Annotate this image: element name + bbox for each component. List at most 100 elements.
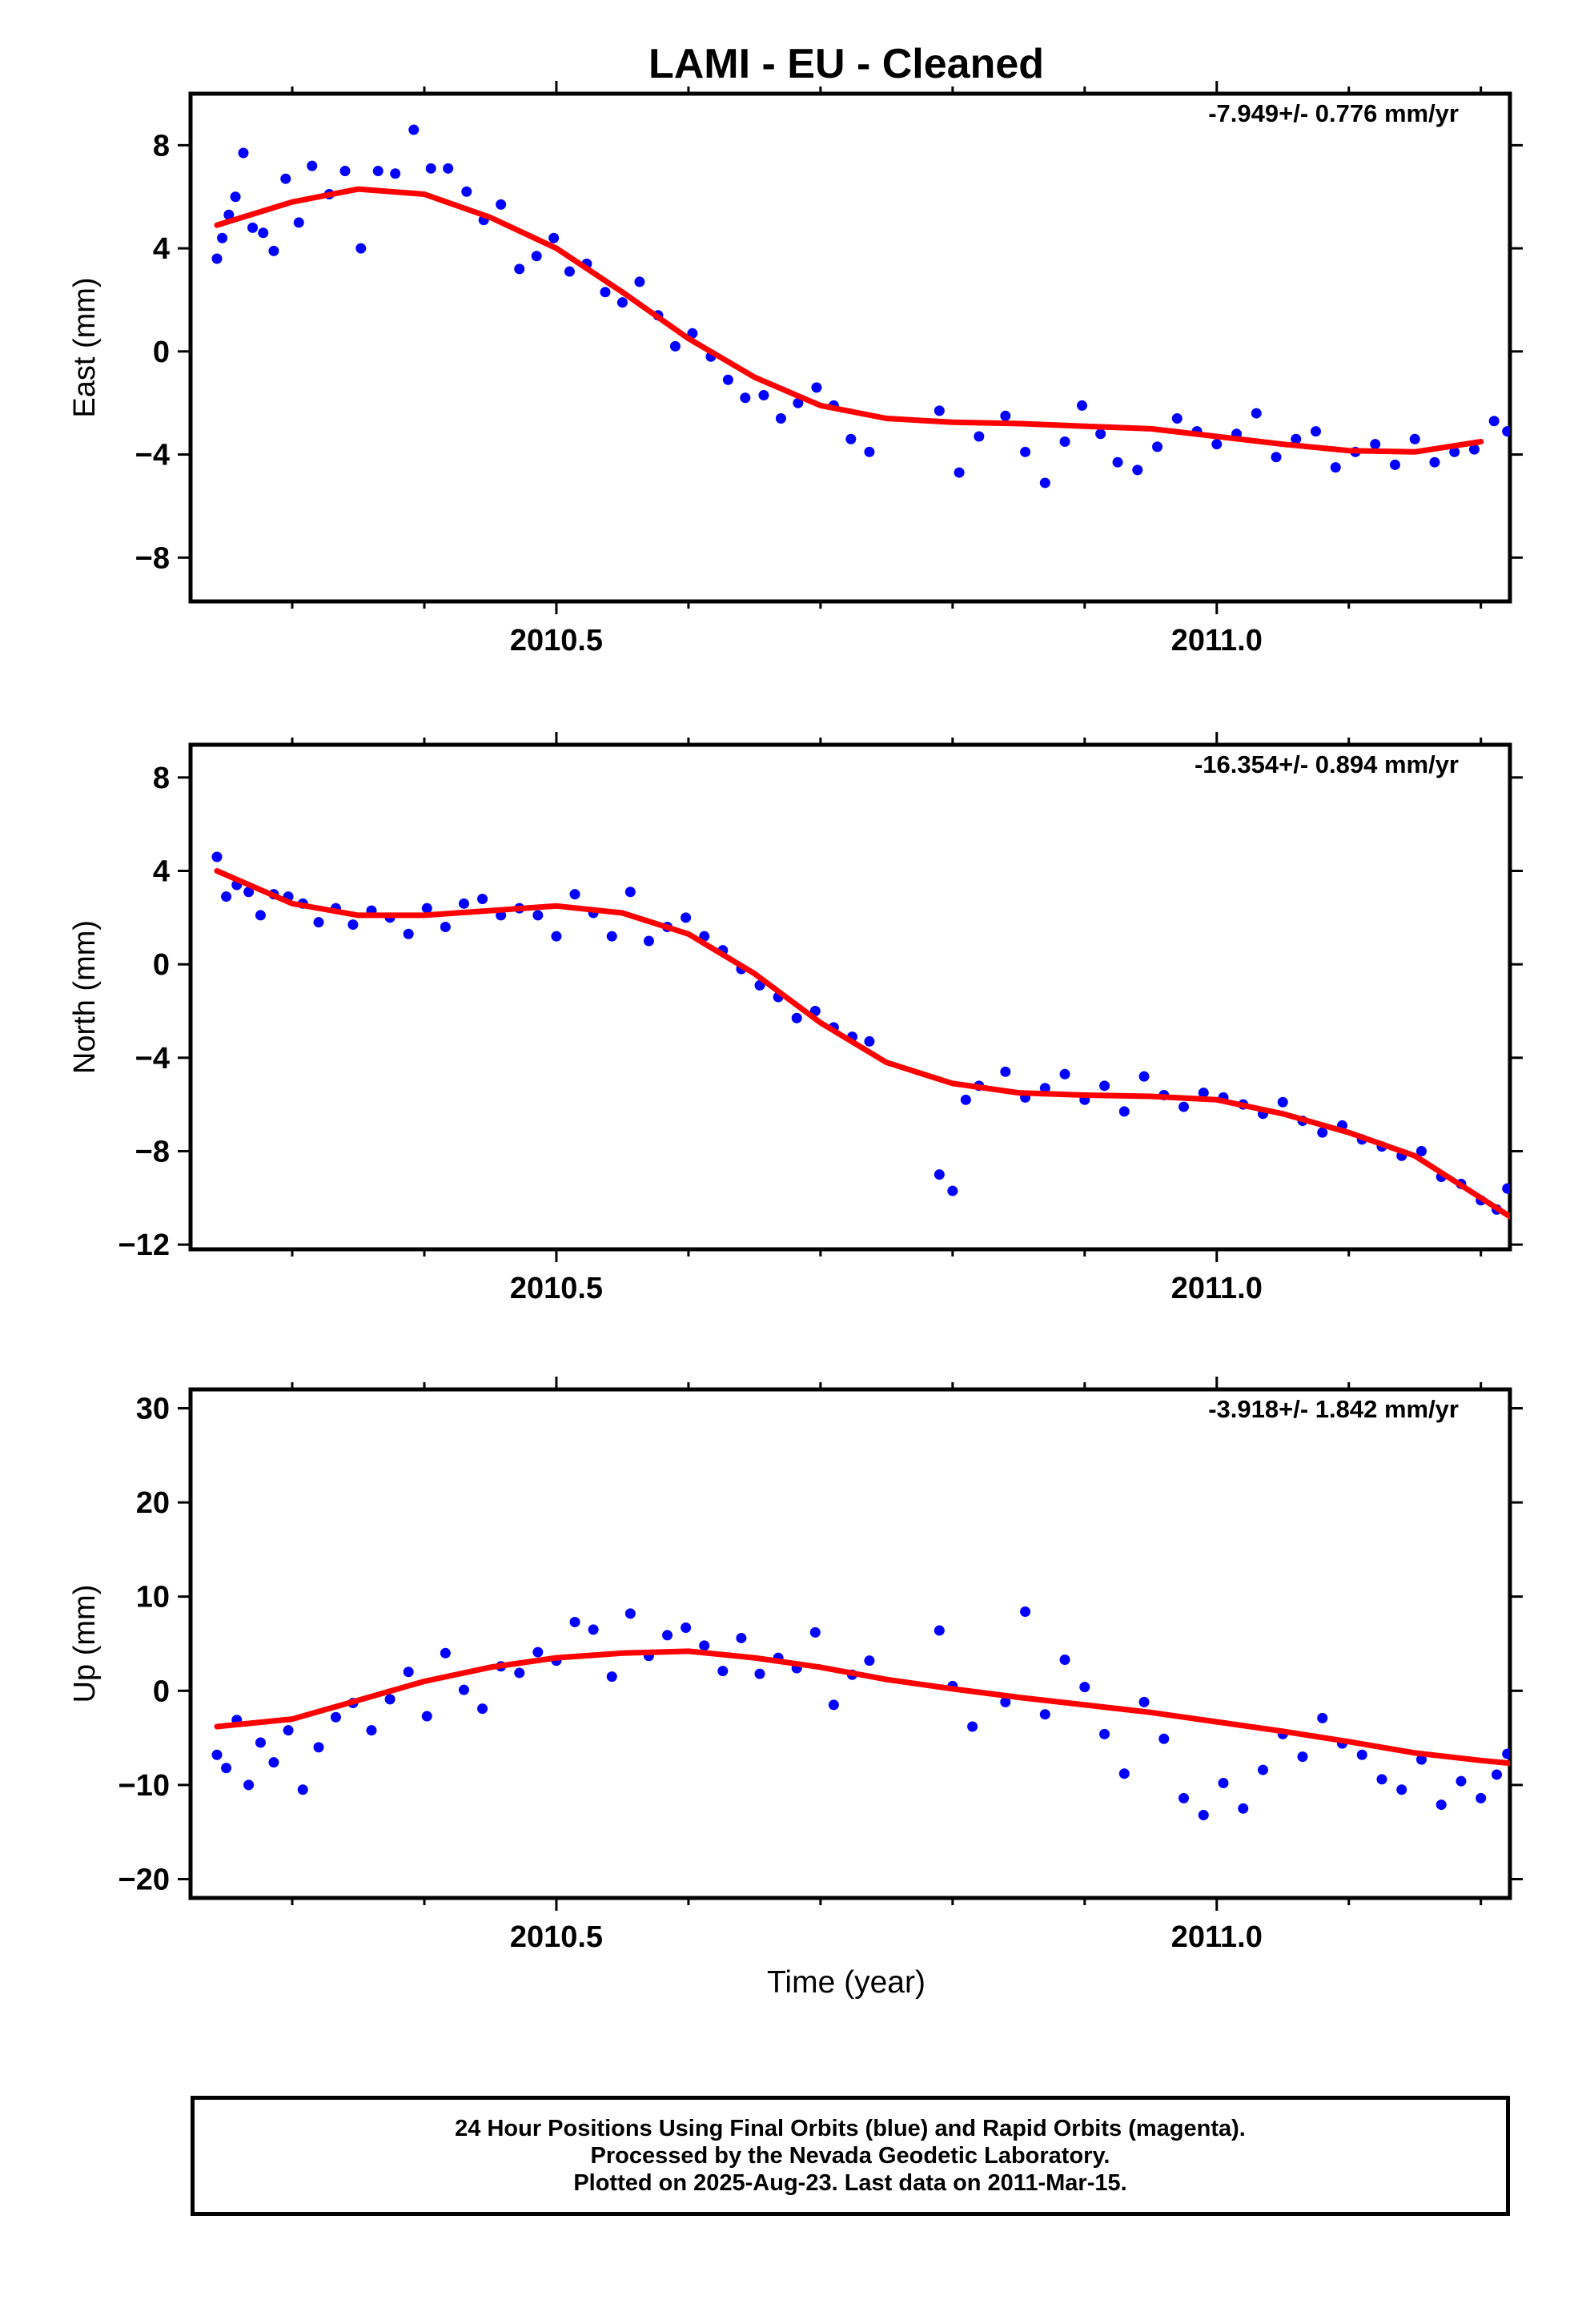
data-point (1277, 1096, 1288, 1108)
data-point (1370, 439, 1381, 450)
data-point (1415, 1146, 1427, 1156)
data-point (754, 1668, 765, 1679)
y-tick-label: 30 (136, 1393, 170, 1426)
up-panel: 2010.5 2011.0 −20 −10 0 10 20 30 Up (mm) -3.918+/… (68, 1377, 1523, 1954)
y-tick-label: −4 (135, 439, 170, 472)
data-point (681, 912, 692, 923)
data-point (458, 898, 469, 909)
data-point (548, 232, 560, 243)
data-point (1079, 1682, 1090, 1693)
data-point (662, 1630, 673, 1641)
data-point (1396, 1784, 1407, 1795)
plot-frame (188, 91, 1512, 604)
rate-annotation: -7.949+/- 0.776 mm/yr (1208, 99, 1459, 127)
data-point (1502, 1748, 1510, 1759)
data-point (461, 186, 472, 197)
data-point (606, 1671, 617, 1683)
data-point (1059, 1654, 1070, 1665)
data-point (255, 1737, 266, 1748)
data-points (211, 851, 1510, 1215)
data-point (1000, 1066, 1011, 1077)
data-point (864, 1035, 875, 1047)
data-point (339, 166, 351, 177)
data-point (211, 253, 223, 264)
data-point (740, 392, 751, 404)
y-tick-label: 4 (153, 232, 170, 266)
data-point (283, 1725, 294, 1736)
y-tick-label: 20 (136, 1486, 170, 1520)
data-point (1118, 1106, 1130, 1117)
data-point (600, 287, 611, 298)
data-point (1059, 1068, 1070, 1080)
data-point (1429, 456, 1440, 468)
data-point (1039, 1083, 1050, 1094)
data-point (934, 405, 945, 416)
data-point (403, 928, 414, 939)
data-point (791, 1012, 802, 1023)
data-point (221, 891, 232, 903)
data-point (681, 1622, 692, 1634)
data-point (440, 1647, 451, 1659)
data-point (372, 166, 383, 177)
y-tick-label: 4 (153, 855, 170, 889)
data-point (1077, 400, 1088, 411)
data-point (1251, 408, 1262, 419)
x-tick-label: 2010.5 (510, 1920, 603, 1954)
data-point (247, 222, 259, 233)
data-point (1317, 1127, 1328, 1138)
data-point (1112, 456, 1123, 468)
data-point (1415, 1754, 1427, 1765)
data-point (736, 1632, 747, 1643)
footer-line-orbits: 24 Hour Positions Using Final Orbits (bl… (455, 2116, 1246, 2141)
data-point (496, 199, 507, 210)
data-point (1238, 1803, 1249, 1814)
data-point (1178, 1101, 1190, 1112)
y-tick-label: −12 (118, 1228, 170, 1262)
data-point (514, 263, 525, 275)
data-point (366, 1725, 377, 1736)
figure-title: LAMI - EU - Cleaned (648, 41, 1044, 87)
data-point (217, 232, 228, 243)
data-point (864, 446, 875, 457)
y-axis-label: East (mm) (68, 277, 102, 417)
y-axis-label: Up (mm) (68, 1585, 102, 1703)
data-point (238, 147, 249, 159)
data-point (1291, 433, 1302, 444)
data-point (211, 851, 223, 862)
y-tick-label: 8 (153, 762, 170, 795)
data-point (421, 903, 432, 914)
data-point (313, 917, 324, 928)
data-point (634, 276, 645, 287)
plot-frame (188, 1387, 1512, 1900)
data-point (1118, 1768, 1130, 1779)
data-point (531, 251, 542, 262)
data-point (624, 1608, 636, 1619)
data-point (1198, 1810, 1209, 1821)
trend-fit-line (214, 868, 1510, 1220)
data-point (588, 1624, 599, 1635)
x-tick-label: 2011.0 (1171, 1272, 1263, 1305)
data-point (268, 245, 279, 256)
data-point (1435, 1799, 1447, 1811)
data-point (669, 340, 681, 352)
data-point (458, 1684, 469, 1695)
x-tick-label: 2011.0 (1171, 624, 1263, 657)
data-point (1211, 439, 1223, 450)
data-point (1039, 1709, 1050, 1720)
data-point (443, 163, 454, 174)
data-point (624, 887, 636, 898)
data-point (722, 374, 733, 385)
data-point (1488, 416, 1500, 427)
data-point (569, 1616, 580, 1627)
data-point (223, 209, 235, 220)
data-point (297, 1784, 308, 1795)
data-point (1502, 1183, 1510, 1194)
data-point (934, 1625, 945, 1636)
data-point (569, 889, 580, 900)
trend-fit-line (214, 1648, 1510, 1767)
data-point (425, 163, 436, 174)
x-tick-label: 2011.0 (1171, 1920, 1263, 1954)
data-point (947, 1185, 958, 1196)
data-point (1468, 444, 1480, 455)
